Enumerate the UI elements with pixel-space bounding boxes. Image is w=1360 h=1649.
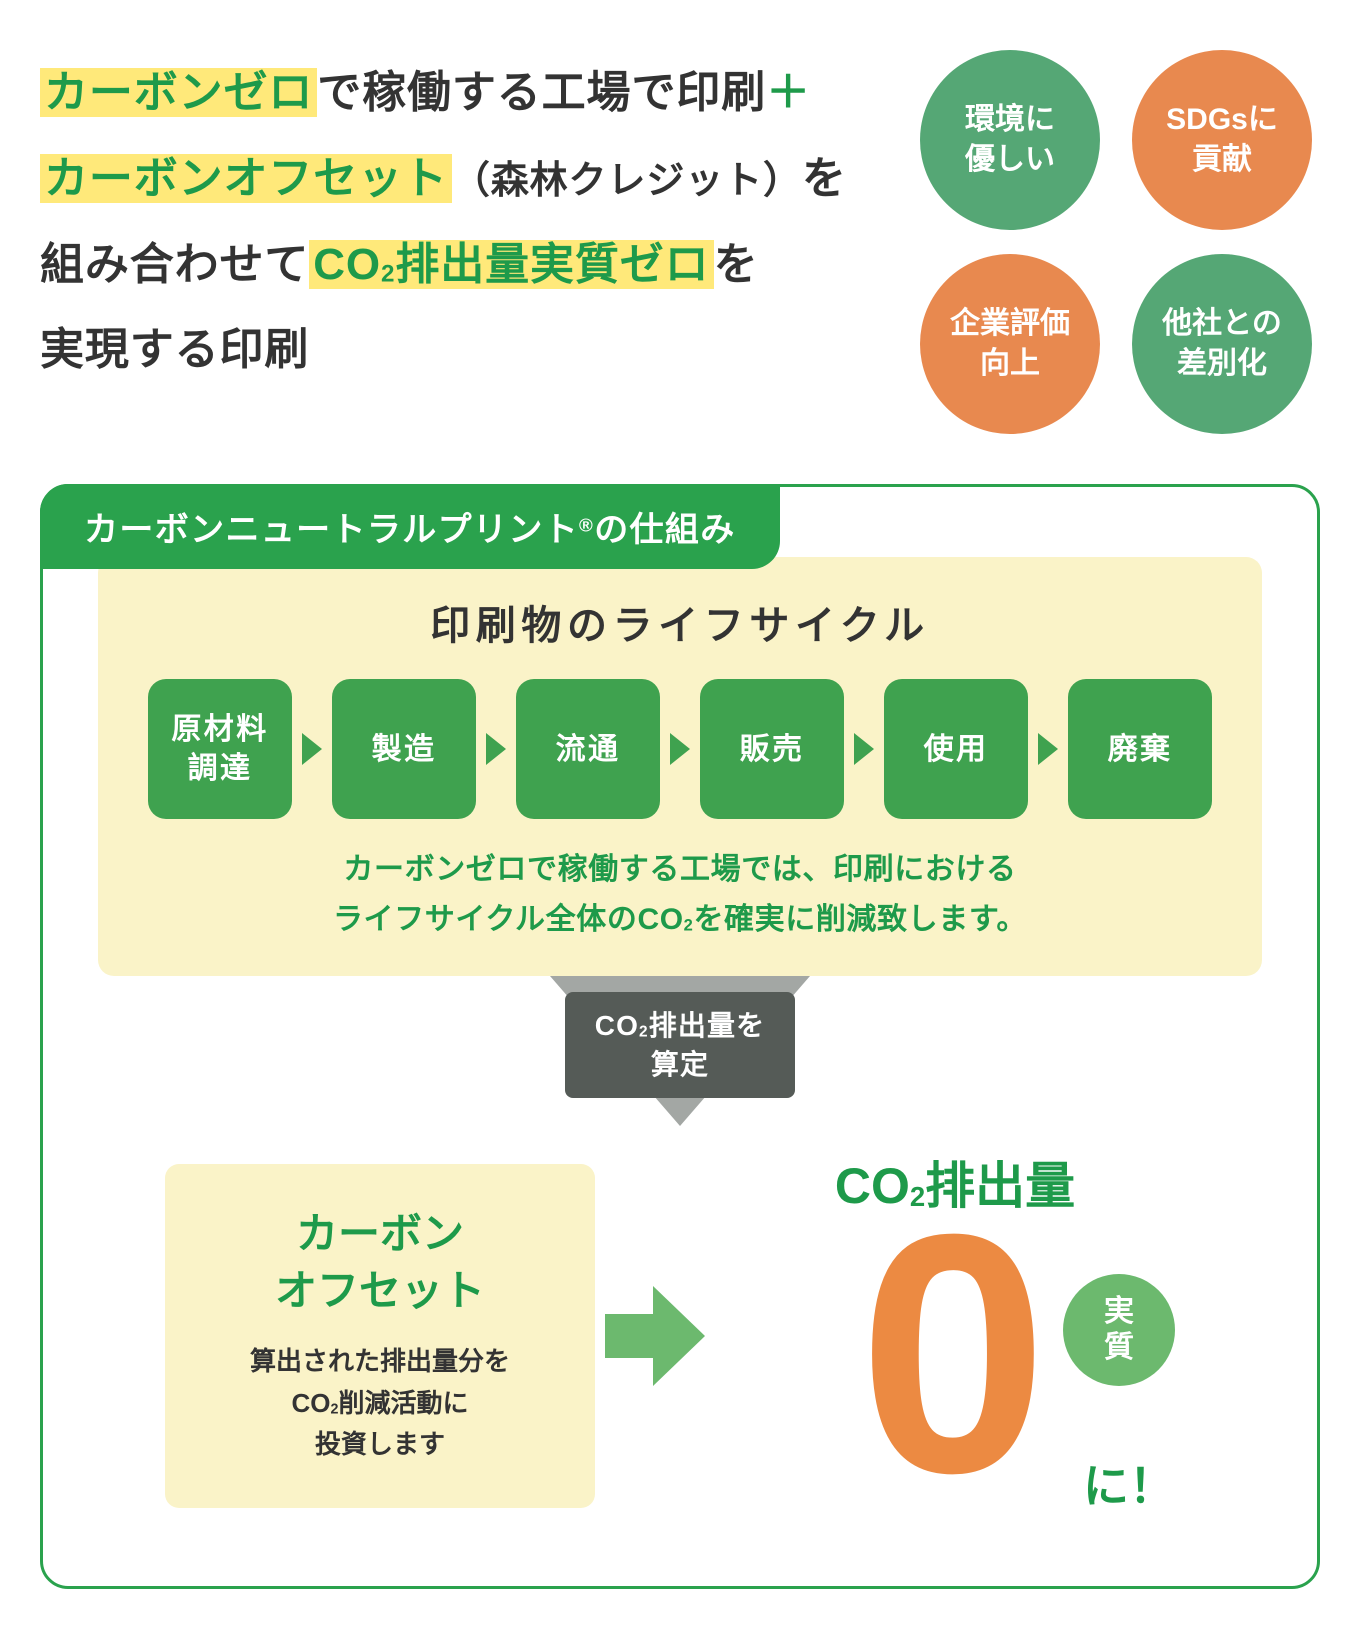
hl-carbon-zero: カーボンゼロ (40, 68, 317, 117)
hl-p2-small: （森林クレジット） (452, 160, 802, 202)
benefit-circle-2: 企業評価向上 (920, 254, 1100, 434)
lifecycle-step-3: 販売 (700, 679, 844, 819)
lifecycle-arrow-icon (1038, 733, 1058, 765)
offset-title: カーボンオフセット (205, 1206, 555, 1319)
lifecycle-arrow-icon (670, 733, 690, 765)
lifecycle-step-4: 使用 (884, 679, 1028, 819)
headline-block: カーボンゼロで稼働する工場で印刷＋ カーボンオフセット（森林クレジット）を 組み… (40, 50, 890, 434)
lifecycle-card: 印刷物のライフサイクル 原材料調達製造流通販売使用廃棄 カーボンゼロで稼働する工… (98, 557, 1262, 976)
benefit-circle-0: 環境に優しい (920, 50, 1100, 230)
bottom-row: カーボンオフセット 算出された排出量分を CO2削減活動に 投資します CO2排… (98, 1146, 1262, 1526)
lifecycle-arrow-icon (302, 733, 322, 765)
hl-plus: ＋ (766, 68, 811, 117)
right-arrow-icon (605, 1286, 705, 1386)
hl-p3-head: 組み合わせて (40, 240, 309, 289)
lifecycle-arrow-icon (486, 733, 506, 765)
lifecycle-note: カーボンゼロで稼働する工場では、印刷における ライフサイクル全体のCO2を確実に… (148, 845, 1212, 944)
benefit-circles: 環境に優しいSDGsに貢献企業評価向上他社との差別化 (920, 50, 1320, 434)
lifecycle-steps: 原材料調達製造流通販売使用廃棄 (148, 679, 1212, 819)
hl-p3-hl: CO2排出量実質ゼロ (309, 240, 713, 289)
benefit-circle-1: SDGsに貢献 (1132, 50, 1312, 230)
hl-p4: 実現する印刷 (40, 325, 309, 374)
mechanism-panel: カーボンニュートラルプリント®の仕組み 印刷物のライフサイクル 原材料調達製造流… (40, 484, 1320, 1589)
top-row: カーボンゼロで稼働する工場で印刷＋ カーボンオフセット（森林クレジット）を 組み… (40, 50, 1320, 434)
benefit-circle-3: 他社との差別化 (1132, 254, 1312, 434)
lifecycle-arrow-icon (854, 733, 874, 765)
lifecycle-step-2: 流通 (516, 679, 660, 819)
lifecycle-step-5: 廃棄 (1068, 679, 1212, 819)
down-arrow-label: CO2排出量を算定 (565, 992, 795, 1098)
lifecycle-title: 印刷物のライフサイクル (148, 593, 1212, 651)
hl-p3-tail: を (714, 240, 759, 289)
hl-p1-tail: で稼働する工場で印刷 (317, 68, 766, 117)
lifecycle-step-0: 原材料調達 (148, 679, 292, 819)
hl-p2-tail: を (802, 154, 847, 203)
zero-pill: 実質 (1063, 1274, 1175, 1386)
zero-block: CO2排出量 0 実質 に！ (715, 1146, 1195, 1526)
offset-card: カーボンオフセット 算出された排出量分を CO2削減活動に 投資します (165, 1164, 595, 1508)
big-zero: 0 (859, 1184, 1031, 1524)
offset-desc: 算出された排出量分を CO2削減活動に 投資します (205, 1341, 555, 1466)
lifecycle-step-1: 製造 (332, 679, 476, 819)
hl-carbon-offset: カーボンオフセット (40, 154, 452, 203)
headline: カーボンゼロで稼働する工場で印刷＋ カーボンオフセット（森林クレジット）を 組み… (40, 50, 890, 393)
mechanism-tab: カーボンニュートラルプリント®の仕組み (40, 484, 780, 569)
down-arrow-wrap: CO2排出量を算定 (98, 976, 1262, 1146)
zero-ni: に！ (1083, 1450, 1175, 1516)
